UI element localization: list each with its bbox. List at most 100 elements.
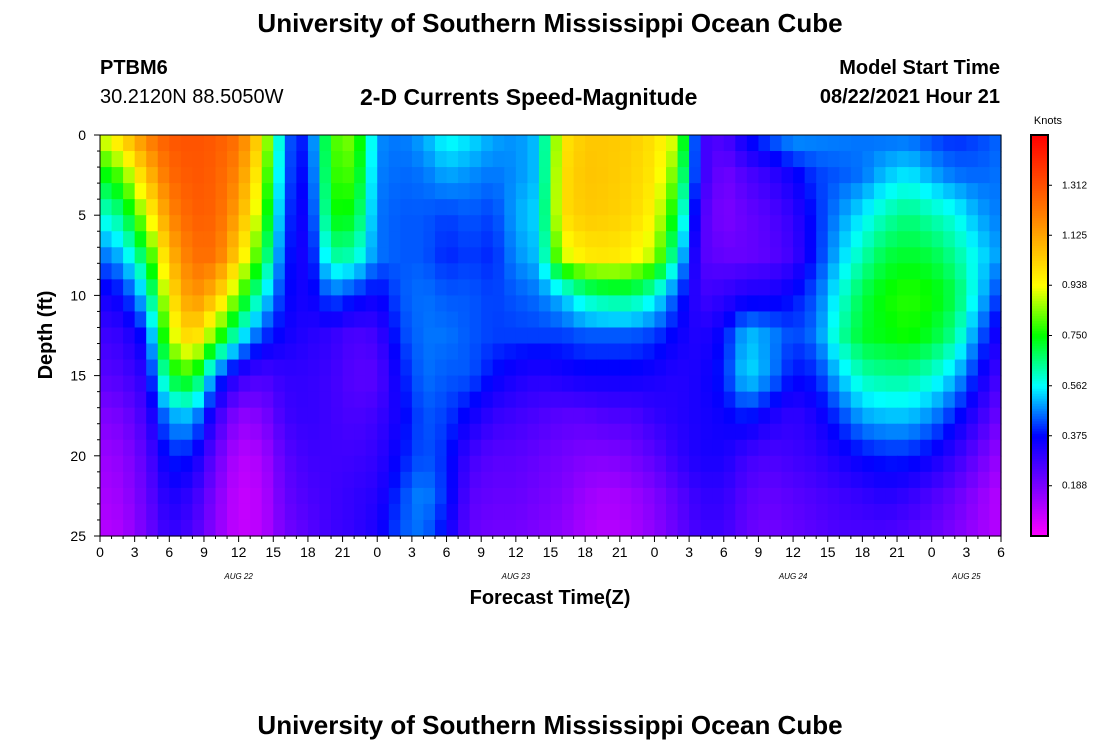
- heatmap-cell: [827, 343, 840, 361]
- heatmap-cell: [804, 167, 817, 184]
- heatmap-cell: [781, 295, 794, 313]
- heatmap-cell: [769, 295, 783, 313]
- heatmap-cell: [492, 215, 505, 232]
- heatmap-cell: [596, 263, 609, 280]
- heatmap-cell: [238, 151, 251, 168]
- heatmap-cell: [354, 183, 367, 200]
- heatmap-cell: [296, 247, 309, 264]
- heatmap-cell: [377, 247, 390, 264]
- heatmap-cell: [735, 279, 748, 296]
- heatmap-cell: [758, 183, 771, 200]
- heatmap-cell: [354, 471, 367, 489]
- heatmap-cell: [388, 503, 401, 521]
- heatmap-cell: [481, 375, 494, 393]
- heatmap-cell: [307, 455, 321, 473]
- heatmap-cell: [596, 167, 609, 184]
- heatmap-cell: [434, 503, 448, 521]
- heatmap-cell: [585, 183, 598, 200]
- heatmap-cell: [908, 375, 921, 393]
- heatmap-cell: [203, 215, 217, 232]
- colorbar-segment: [1031, 220, 1048, 224]
- heatmap-cell: [585, 231, 598, 248]
- heatmap-cell: [100, 199, 113, 216]
- heatmap-cell: [550, 279, 563, 296]
- heatmap-cell: [481, 503, 494, 521]
- heatmap-cell: [203, 423, 217, 441]
- heatmap-cell: [608, 167, 621, 184]
- heatmap-cell: [319, 231, 332, 248]
- heatmap-cell: [885, 183, 898, 200]
- colorbar-segment: [1031, 430, 1048, 434]
- heatmap-cell: [423, 231, 436, 248]
- heatmap-cell: [666, 423, 679, 441]
- heatmap-cell: [469, 183, 482, 200]
- heatmap-cell: [966, 423, 979, 441]
- heatmap-cell: [954, 503, 967, 521]
- heatmap-cell: [169, 135, 182, 152]
- heatmap-cell: [458, 487, 471, 505]
- heatmap-cell: [538, 359, 552, 377]
- heatmap-cell: [238, 199, 251, 216]
- heatmap-cell: [793, 471, 806, 489]
- heatmap-cell: [123, 151, 136, 168]
- heatmap-cell: [538, 135, 552, 152]
- heatmap-cell: [977, 455, 991, 473]
- heatmap-cell: [839, 343, 852, 361]
- heatmap-cell: [631, 295, 644, 313]
- heatmap-cell: [100, 151, 113, 168]
- heatmap-cell: [931, 311, 944, 329]
- heatmap-cell: [515, 439, 528, 457]
- heatmap-cell: [827, 407, 840, 425]
- heatmap-cell: [562, 359, 575, 377]
- colorbar-tick-label: 0.562: [1062, 381, 1087, 392]
- heatmap-cell: [631, 343, 644, 361]
- heatmap-cell: [816, 263, 829, 280]
- heatmap-cell: [354, 503, 367, 521]
- heatmap-cell: [157, 167, 170, 184]
- x-tick-label: 12: [231, 544, 247, 560]
- heatmap-cell: [723, 503, 736, 521]
- heatmap-cell: [931, 167, 944, 184]
- heatmap-cell: [434, 199, 448, 216]
- heatmap-cell: [146, 487, 159, 505]
- heatmap-cell: [134, 199, 147, 216]
- heatmap-cell: [966, 471, 979, 489]
- heatmap-cell: [608, 295, 621, 313]
- heatmap-cell: [342, 311, 355, 329]
- heatmap-cell: [562, 295, 575, 313]
- heatmap-cell: [377, 471, 390, 489]
- heatmap-cell: [596, 199, 609, 216]
- heatmap-cell: [631, 231, 644, 248]
- heatmap-cell: [203, 327, 217, 345]
- heatmap-cell: [689, 135, 702, 152]
- heatmap-cell: [619, 151, 632, 168]
- heatmap-cell: [666, 487, 679, 505]
- x-tick-label: 6: [443, 544, 451, 560]
- heatmap-cell: [989, 343, 1002, 361]
- heatmap-cell: [134, 263, 147, 280]
- heatmap-cell: [215, 359, 228, 377]
- heatmap-cell: [400, 151, 413, 168]
- heatmap-cell: [966, 455, 979, 473]
- heatmap-cell: [111, 231, 124, 248]
- heatmap-cell: [619, 327, 632, 345]
- colorbar-segment: [1031, 195, 1048, 199]
- heatmap-cell: [758, 135, 771, 152]
- heatmap-cell: [862, 295, 875, 313]
- heatmap-cell: [712, 199, 725, 216]
- heatmap-cell: [943, 327, 956, 345]
- heatmap-cell: [250, 199, 263, 216]
- heatmap-cell: [527, 279, 540, 296]
- heatmap-cell: [123, 407, 136, 425]
- heatmap-cell: [538, 391, 552, 409]
- heatmap-cell: [850, 343, 863, 361]
- heatmap-cell: [458, 231, 471, 248]
- heatmap-cell: [180, 455, 194, 473]
- heatmap-cell: [157, 455, 170, 473]
- heatmap-cell: [966, 359, 979, 377]
- heatmap-cell: [862, 375, 875, 393]
- heatmap-cell: [400, 231, 413, 248]
- heatmap-cell: [839, 231, 852, 248]
- heatmap-cell: [515, 407, 528, 425]
- heatmap-cell: [585, 167, 598, 184]
